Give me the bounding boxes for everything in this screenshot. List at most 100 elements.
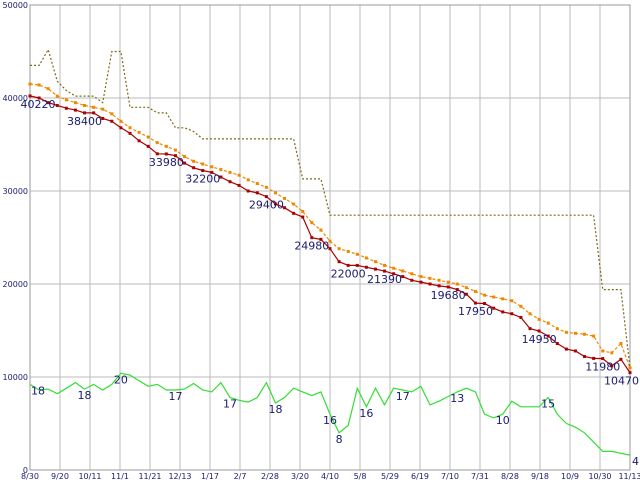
series-0-point (264, 195, 268, 199)
series-0-point (37, 96, 41, 100)
x-tick-label: 6/19 (411, 472, 429, 480)
x-tick-label: 2/28 (261, 472, 279, 480)
series-0-point (119, 126, 123, 130)
series-1-point (273, 191, 277, 195)
series-1-point (628, 366, 632, 370)
series-0-point (528, 327, 532, 331)
series-1-point (37, 83, 41, 87)
series-0-point (492, 306, 496, 310)
series-1-point (310, 221, 314, 225)
x-tick-label: 8/30 (21, 472, 39, 480)
data-label: 19680 (431, 289, 466, 302)
data-label: 20 (114, 373, 128, 386)
series-1-point (283, 196, 287, 200)
series-1-point (510, 299, 514, 303)
data-label: 18 (268, 403, 282, 416)
series-1-point (437, 278, 441, 282)
series-1-point (328, 239, 332, 243)
data-label: 17 (168, 390, 182, 403)
series-1-point (401, 269, 405, 273)
series-1-point (592, 334, 596, 338)
series-1-point (319, 228, 323, 232)
series-0-point (183, 161, 187, 165)
series-1-point (192, 159, 196, 163)
y-tick-label: 0 (23, 466, 28, 475)
series-1-point (492, 295, 496, 299)
series-0-point (519, 315, 523, 319)
data-label: 24980 (294, 240, 329, 253)
series-0-point (46, 101, 50, 105)
series-0-point (628, 371, 632, 375)
series-0-point (101, 116, 105, 120)
series-1-point (464, 286, 468, 290)
x-tick-label: 10/30 (588, 472, 611, 480)
series-0-point (201, 169, 205, 173)
series-0-point (273, 202, 277, 206)
data-label: 21390 (367, 273, 402, 286)
series-0-point (292, 211, 296, 215)
chart-grid (29, 4, 631, 471)
series-1-point (155, 141, 159, 145)
series-1-point (173, 148, 177, 152)
series-0-point (255, 191, 259, 195)
data-label: 38400 (67, 115, 102, 128)
series-0-point (310, 236, 314, 240)
series-0-point (601, 357, 605, 361)
series-1-point (201, 162, 205, 166)
data-label: 8 (336, 433, 343, 446)
series-1-point (301, 209, 305, 213)
series-1-point (337, 247, 341, 251)
data-label: 22000 (331, 267, 366, 280)
x-tick-label: 11/13 (618, 472, 640, 480)
series-0-point (83, 111, 87, 115)
data-label: 11980 (585, 361, 620, 374)
data-label: 40220 (21, 98, 56, 111)
series-1-point (73, 101, 77, 105)
y-tick-label: 50000 (3, 1, 28, 10)
x-tick-label: 10/9 (561, 472, 579, 480)
series-0-point (446, 285, 450, 289)
series-1-point (501, 297, 505, 301)
series-0-point (28, 94, 32, 98)
series-0-point (137, 139, 141, 143)
series-1-point (146, 135, 150, 139)
x-tick-label: 8/28 (501, 472, 519, 480)
series-1-point (546, 321, 550, 325)
series-1-point (473, 289, 477, 293)
series-1-point (46, 87, 50, 91)
x-tick-label: 1/17 (201, 472, 219, 480)
series-0-point (164, 152, 168, 156)
series-1-point (601, 349, 605, 353)
x-tick-label: 5/8 (354, 472, 367, 480)
series-1-point (583, 332, 587, 336)
series-0-point (283, 206, 287, 210)
series-0-point (228, 180, 232, 184)
series-0-point (428, 282, 432, 286)
series-1-point (573, 331, 577, 335)
x-tick-label: 11/1 (111, 472, 129, 480)
series-1-point (210, 165, 214, 169)
series-1-point (101, 107, 105, 111)
series-1-point (355, 252, 359, 256)
series-0-point (383, 269, 387, 273)
series-0-point (328, 247, 332, 251)
series-0-point (610, 364, 614, 368)
series-0-point (146, 144, 150, 148)
series-0-point (473, 301, 477, 305)
data-label: 29400 (249, 199, 284, 212)
data-label: 13 (450, 392, 464, 405)
series-1-point (392, 266, 396, 270)
series-1-point (564, 330, 568, 334)
series-line-3 (29, 372, 631, 456)
series-1-point (28, 82, 32, 86)
series-0-point (501, 310, 505, 314)
x-tick-label: 12/13 (168, 472, 191, 480)
series-1-point (92, 105, 96, 109)
series-0-point (464, 292, 468, 296)
x-tick-label: 7/10 (441, 472, 459, 480)
plot-frame (29, 4, 631, 471)
series-0-point (55, 103, 59, 107)
series-0-point (64, 106, 68, 110)
series-1-point (428, 276, 432, 280)
